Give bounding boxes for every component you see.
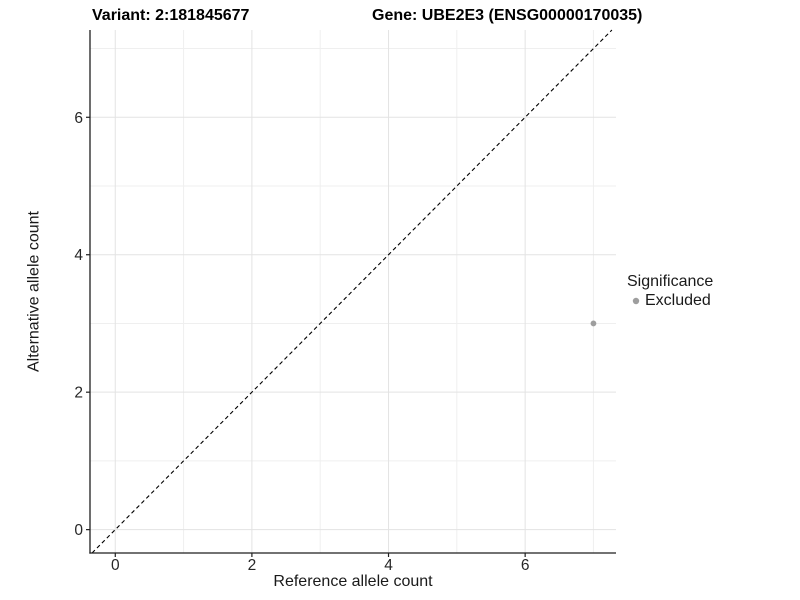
x-tick-label: 2: [248, 557, 257, 574]
legend-title: Significance: [627, 273, 714, 290]
x-tick-label: 0: [111, 557, 120, 574]
y-tick-label: 6: [74, 110, 83, 127]
x-tick-label: 6: [521, 557, 530, 574]
y-axis-title: Alternative allele count: [25, 211, 43, 372]
data-point: [590, 320, 597, 327]
plot-title-gene: Gene: UBE2E3 (ENSG00000170035): [372, 7, 643, 24]
legend: Significance Excluded: [627, 272, 713, 310]
y-tick-label: 0: [74, 522, 83, 539]
legend-point-icon: [632, 297, 640, 305]
x-tick-label: 4: [384, 557, 393, 574]
identity-dashed-line: [91, 29, 613, 554]
plot-title-variant: Variant: 2:181845677: [92, 7, 250, 24]
legend-dot-icon: [632, 297, 640, 305]
legend-item-excluded: Excluded: [627, 292, 713, 310]
x-axis-title: Reference allele count: [273, 573, 433, 590]
legend-item-label: Excluded: [645, 292, 711, 309]
y-tick-label: 4: [74, 247, 83, 264]
y-tick-label: 2: [74, 385, 83, 402]
